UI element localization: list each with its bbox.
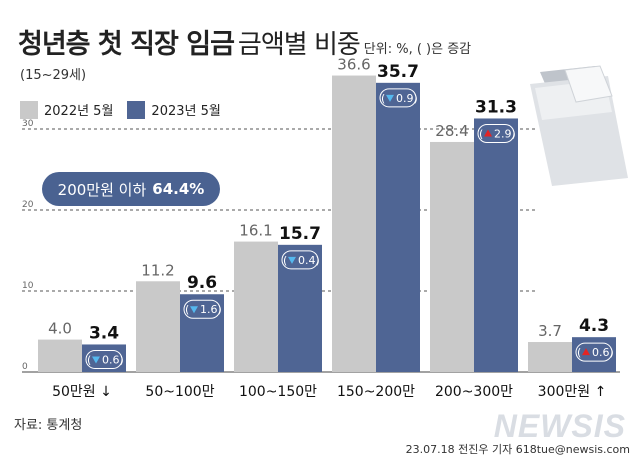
value-label-2023-4: 31.3 (475, 97, 517, 117)
change-badge-3 (379, 88, 417, 108)
summary-badge: 200만원 이하 64.4% (42, 172, 220, 206)
y-tick-30: 30 (22, 119, 34, 129)
legend-item-2023: 2023년 5월 (127, 100, 221, 119)
unit-note: 단위: %, ( )은 증감 (363, 42, 472, 57)
legend-item-2022: 2022년 5월 (20, 100, 113, 119)
value-label-2022-3: 36.6 (337, 56, 370, 74)
category-label-4: 200~300만 (435, 384, 513, 400)
legend: 2022년 5월 2023년 5월 (20, 100, 235, 119)
change-paren-2: ( (283, 254, 287, 267)
bar-2022-5 (528, 342, 572, 372)
legend-label-2022: 2022년 5월 (44, 104, 114, 119)
category-label-2: 100~150만 (239, 384, 317, 400)
bar-2022-1 (136, 281, 180, 372)
change-paren-4: ( (479, 127, 483, 140)
category-label-0: 50만원 ↓ (52, 384, 112, 400)
category-label-3: 150~200만 (337, 384, 415, 400)
value-label-2022-1: 11.2 (141, 261, 174, 279)
change-value-1: 1.6) (200, 303, 222, 316)
arrow-up-icon (582, 348, 590, 356)
change-value-2: 0.4) (298, 254, 320, 267)
value-label-2022-2: 16.1 (239, 222, 272, 240)
arrow-down-icon (92, 356, 100, 364)
change-paren-5: ( (577, 346, 581, 359)
bar-2022-2 (234, 241, 278, 372)
category-label-5: 300만원 ↑ (538, 384, 607, 400)
change-badge-0 (85, 349, 123, 369)
title: 청년층 첫 직장 임금 금액별 비중 단위: %, ( )은 증감 (18, 22, 471, 61)
value-label-2022-4: 28.4 (435, 122, 468, 140)
bar-2022-0 (38, 339, 82, 372)
y-tick-20: 20 (22, 200, 34, 210)
change-badge-1 (183, 299, 221, 319)
legend-swatch-2022 (20, 100, 38, 119)
legend-label-2023: 2023년 5월 (151, 104, 221, 119)
y-tick-0: 0 (22, 362, 28, 372)
legend-swatch-2023 (127, 100, 146, 119)
arrow-down-icon (386, 94, 394, 102)
change-paren-3: ( (381, 92, 385, 105)
category-label-1: 50~100만 (145, 384, 214, 400)
bar-2023-4 (474, 118, 518, 372)
value-label-2022-5: 3.7 (538, 322, 562, 340)
change-value-5: 0.6) (592, 346, 614, 359)
arrow-down-icon (288, 256, 296, 264)
summary-value: 64.4% (152, 180, 205, 198)
title-main: 청년층 첫 직장 임금 (18, 29, 235, 60)
bar-2022-3 (332, 75, 376, 372)
value-label-2023-0: 3.4 (89, 323, 119, 343)
newsis-watermark: NEWSIS (493, 408, 626, 444)
source-note: 자료: 통계청 (14, 418, 83, 433)
envelope-illustration (530, 65, 628, 186)
title-sub: 금액별 비중 (237, 30, 361, 60)
arrow-down-icon (190, 306, 198, 314)
y-tick-10: 10 (22, 281, 34, 291)
population-note: (15~29세) (20, 68, 87, 83)
change-badge-2 (281, 250, 319, 270)
value-label-2023-1: 9.6 (187, 273, 217, 293)
arrow-up-icon (484, 129, 492, 137)
change-paren-0: ( (87, 353, 91, 366)
value-label-2023-3: 35.7 (377, 62, 419, 82)
bar-2023-3 (376, 82, 420, 372)
bar-2022-4 (430, 141, 474, 372)
value-label-2023-5: 4.3 (579, 316, 609, 336)
summary-label: 200만원 이하 (57, 180, 147, 199)
change-paren-1: ( (185, 303, 189, 316)
change-value-3: 0.9) (396, 92, 418, 105)
value-label-2023-2: 15.7 (279, 224, 321, 244)
change-value-4: 2.9) (494, 127, 516, 140)
change-badge-4 (477, 123, 515, 143)
change-badge-5 (575, 342, 613, 362)
value-label-2022-0: 4.0 (48, 320, 72, 338)
credit-line: 23.07.18 전진우 기자 618tue@newsis.com (405, 443, 630, 456)
change-value-0: 0.6) (102, 353, 124, 366)
